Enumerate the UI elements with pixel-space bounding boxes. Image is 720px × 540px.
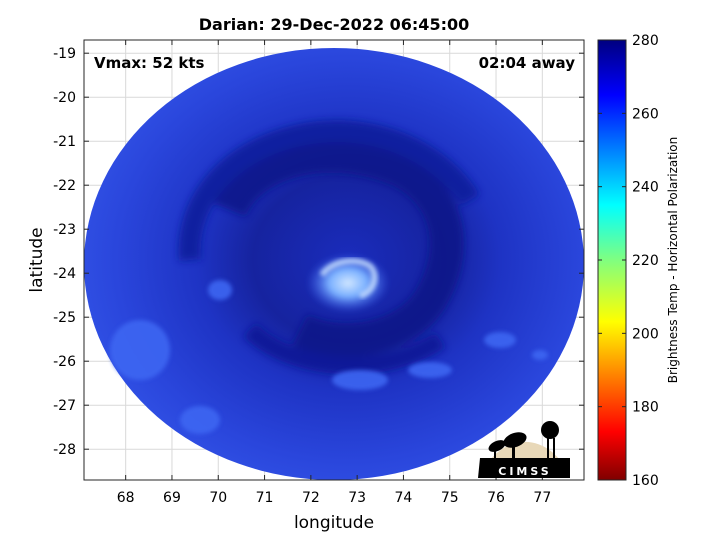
y-tick-label: -23: [53, 222, 76, 238]
x-tick-label: 68: [117, 490, 135, 506]
x-tick-label: 75: [441, 490, 459, 506]
y-tick-label: -28: [53, 442, 76, 458]
axes-frame: [83, 39, 585, 481]
x-tick-label: 74: [395, 490, 413, 506]
x-axis-label: longitude: [294, 513, 374, 533]
y-tick-label: -26: [53, 354, 76, 370]
y-tick-label: -24: [53, 266, 76, 282]
eyewall-highlight: [319, 258, 378, 299]
x-tick-label: 76: [487, 490, 505, 506]
colorbar-tick-label: 220: [632, 253, 659, 269]
dark-rainbands: [178, 120, 480, 375]
colorbar-tick-label: 200: [632, 326, 659, 342]
vmax-annotation: Vmax: 52 kts: [94, 54, 204, 72]
x-tick-label: 70: [209, 490, 227, 506]
bright-rainbands: [110, 280, 548, 434]
y-tick-label: -22: [53, 178, 76, 194]
cimss-logo: CIMSS: [478, 421, 570, 478]
brightness-temp-field: [84, 48, 584, 480]
y-axis-ticks: -19 -20 -21 -22 -23 -24 -25 -26 -27 -28: [53, 46, 584, 458]
chart-title: Darian: 29-Dec-2022 06:45:00: [199, 15, 469, 34]
colorbar-tick-label: 280: [632, 33, 659, 49]
colorbar-tick-label: 160: [632, 473, 659, 489]
y-tick-label: -25: [53, 310, 76, 326]
y-tick-label: -27: [53, 398, 76, 414]
x-tick-label: 72: [302, 490, 320, 506]
colorbar-ticks: 160 180 200 220 240 260 280: [598, 33, 659, 489]
time-away-annotation: 02:04 away: [479, 54, 576, 72]
logo-text: CIMSS: [498, 465, 551, 478]
x-tick-label: 77: [533, 490, 551, 506]
x-tick-label: 73: [348, 490, 366, 506]
colorbar-tick-label: 180: [632, 400, 659, 416]
y-axis-label: latitude: [27, 227, 47, 292]
colorbar-tick-label: 260: [632, 106, 659, 122]
colorbar-label: Brightness Temp - Horizontal Polarizatio…: [666, 137, 680, 384]
x-axis-ticks: 68 69 70 71 72 73 74 75 76 77: [117, 40, 551, 506]
y-tick-label: -19: [53, 46, 76, 62]
x-tick-label: 69: [163, 490, 181, 506]
y-tick-label: -20: [53, 90, 76, 106]
y-tick-label: -21: [53, 134, 76, 150]
colorbar-tick-label: 240: [632, 180, 659, 196]
colorbar: [597, 39, 627, 481]
x-tick-label: 71: [256, 490, 274, 506]
